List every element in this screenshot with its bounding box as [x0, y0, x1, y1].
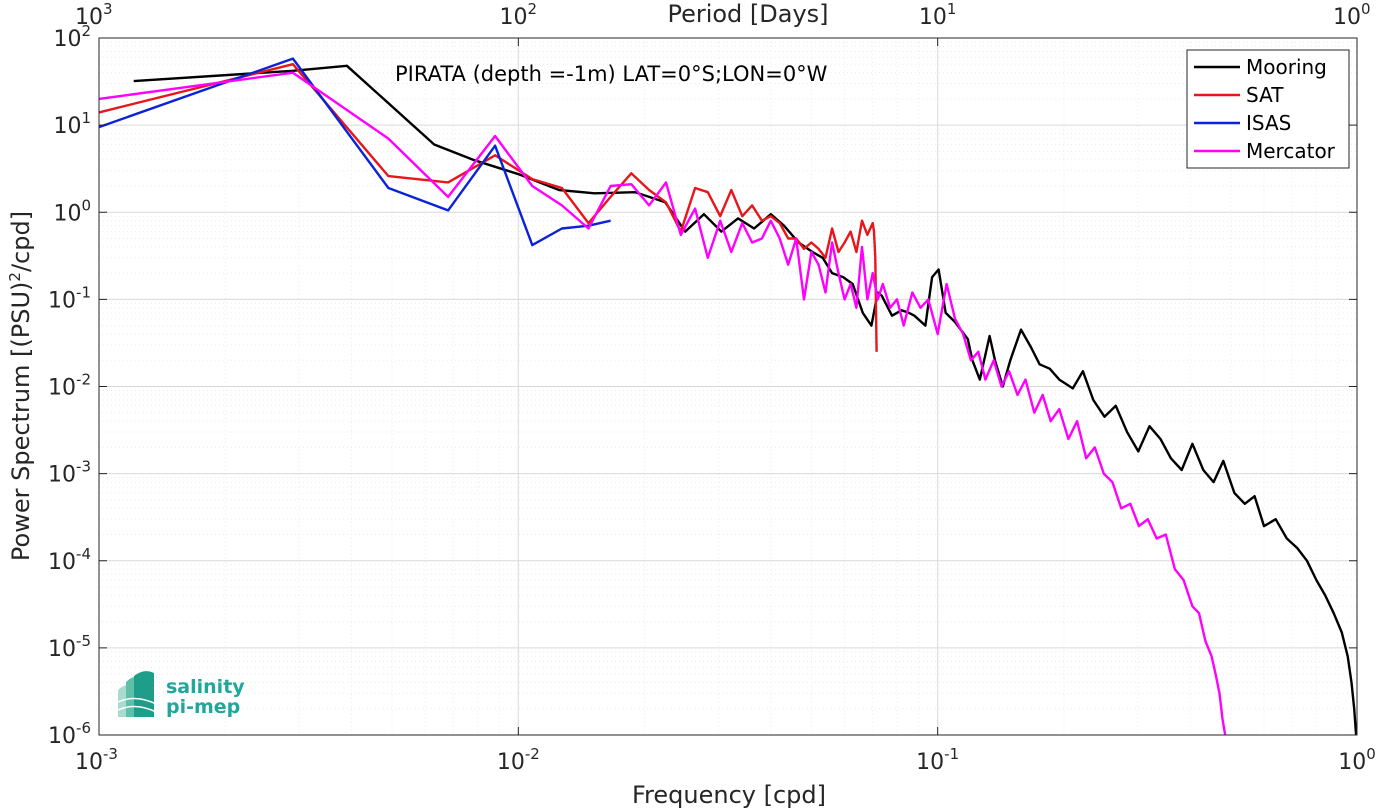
top-tick-label: 100 — [1333, 0, 1371, 30]
y-tick-label: 10-6 — [48, 719, 91, 749]
top-tick-label: 103 — [75, 0, 113, 30]
legend-label-sat: SAT — [1246, 83, 1284, 107]
legend-label-mooring: Mooring — [1246, 55, 1327, 79]
y-tick-label: 10-3 — [48, 458, 91, 488]
series-line-mooring — [133, 64, 1358, 736]
top-tick-label: 102 — [500, 0, 538, 30]
salinity-pi-mep-logo: salinity pi-mep — [117, 671, 245, 718]
logo-line1: salinity — [166, 676, 245, 698]
x-tick-label: 10-3 — [75, 745, 118, 775]
y-axis-title-main: Power Spectrum [(PSU) — [7, 282, 35, 561]
logo-line2: pi-mep — [166, 696, 240, 718]
legend-box — [1186, 49, 1350, 169]
y-tick-label: 100 — [53, 196, 91, 226]
x-tick-label: 10-2 — [497, 745, 540, 775]
y-tick-label: 10-1 — [48, 283, 91, 313]
y-axis-title-tail: /cpd] — [7, 211, 35, 272]
legend-label-mercator: Mercator — [1246, 139, 1336, 163]
chart-title: PIRATA (depth =-1m) LAT=0°S;LON=0°W — [395, 62, 828, 86]
y-tick-label: 10-4 — [48, 545, 91, 575]
y-tick-label: 101 — [53, 109, 91, 139]
y-tick-label: 10-2 — [48, 371, 91, 401]
x-tick-label: 100 — [1338, 745, 1376, 775]
legend-label-isas: ISAS — [1246, 111, 1291, 135]
y-axis-title: Power Spectrum [(PSU)2/cpd] — [6, 211, 35, 561]
x-axis-title: Frequency [cpd] — [632, 781, 826, 809]
legend: Mooring SAT ISAS Mercator — [1186, 49, 1350, 169]
top-axis-title: Period [Days] — [667, 0, 828, 28]
series-line-isas — [98, 57, 611, 247]
logo-waves-icon — [117, 671, 157, 717]
x-tick-label: 10-1 — [916, 745, 959, 775]
series-line-sat — [98, 62, 878, 352]
series-layer — [98, 57, 1358, 736]
series-line-mercator — [98, 71, 1227, 736]
y-axis-title-sup: 2 — [6, 272, 24, 282]
y-tick-label: 10-5 — [48, 632, 91, 662]
ticks: 10-3 103 10-2 102 10-1 101 100 100 10-6 10-5 10-4 1… — [48, 0, 1376, 775]
y-tick-label: 102 — [53, 22, 91, 52]
top-tick-label: 101 — [919, 0, 957, 30]
